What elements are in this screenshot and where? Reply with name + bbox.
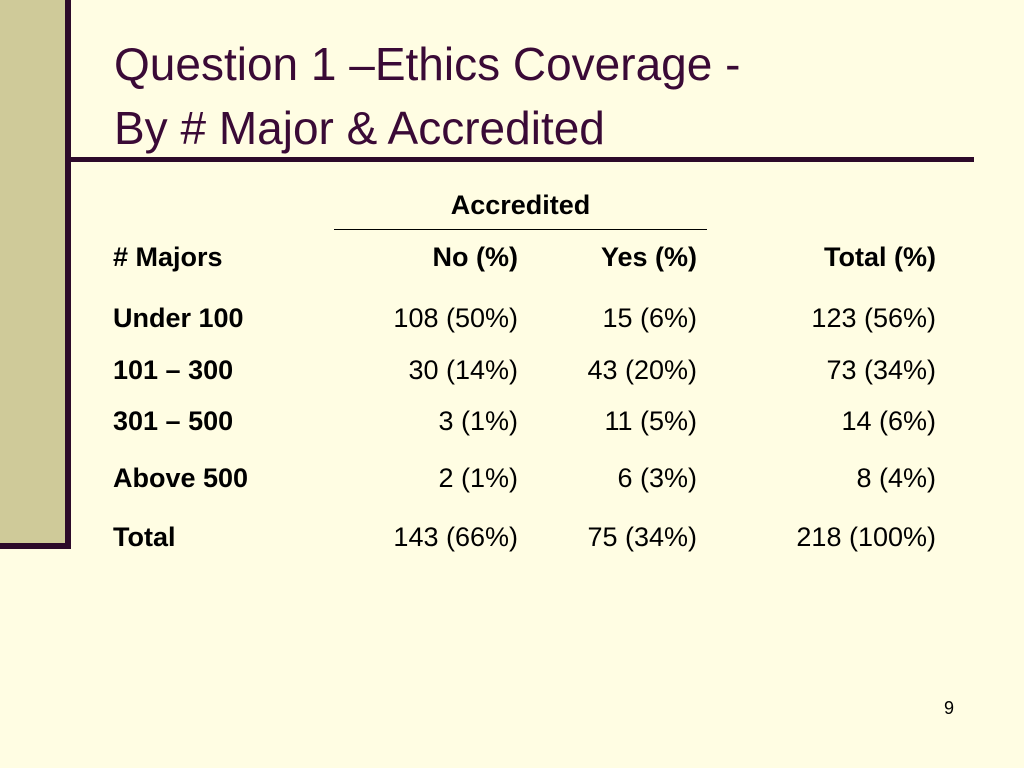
table-group-header-rule [334, 229, 707, 230]
table-row-label: 301 – 500 [113, 406, 234, 436]
table-cell-no: 2 (1%) [438, 463, 518, 493]
slide-title-line-2: By # Major & Accredited [114, 102, 605, 154]
table-header-total: Total (%) [824, 242, 936, 272]
table-cell-total: 218 (100%) [796, 522, 936, 552]
table-cell-no: 143 (66%) [393, 522, 518, 552]
table-header-yes: Yes (%) [600, 242, 697, 272]
page-number: 9 [943, 698, 954, 718]
table-cell-yes: 15 (6%) [602, 303, 697, 333]
table-row-label: 101 – 300 [113, 355, 234, 385]
slide-title: Question 1 –Ethics Coverage - By # Major… [114, 32, 974, 160]
side-accent-band [0, 0, 67, 545]
table-header-label: # Majors [113, 242, 223, 272]
table-cell-yes: 75 (34%) [587, 522, 697, 552]
table-cell-no: 30 (14%) [408, 355, 518, 385]
table-cell-yes: 11 (5%) [604, 406, 697, 436]
table-row-label: Total [113, 522, 176, 552]
side-accent-line [65, 0, 71, 549]
table-cell-total: 123 (56%) [811, 303, 936, 333]
title-underline [69, 157, 974, 162]
table-cell-yes: 6 (3%) [617, 463, 697, 493]
table-header-no: No (%) [432, 242, 518, 272]
table-cell-total: 14 (6%) [841, 406, 936, 436]
table-cell-no: 3 (1%) [438, 406, 518, 436]
table-group-header: Accredited [450, 190, 591, 220]
table-row-label: Above 500 [113, 463, 249, 493]
table-row-label: Under 100 [113, 303, 244, 333]
side-accent-bottom-rule [0, 543, 71, 549]
table-cell-yes: 43 (20%) [587, 355, 697, 385]
slide-title-line-1: Question 1 –Ethics Coverage - [114, 38, 741, 90]
table-cell-total: 73 (34%) [826, 355, 936, 385]
table-cell-total: 8 (4%) [856, 463, 936, 493]
table-cell-no: 108 (50%) [393, 303, 518, 333]
